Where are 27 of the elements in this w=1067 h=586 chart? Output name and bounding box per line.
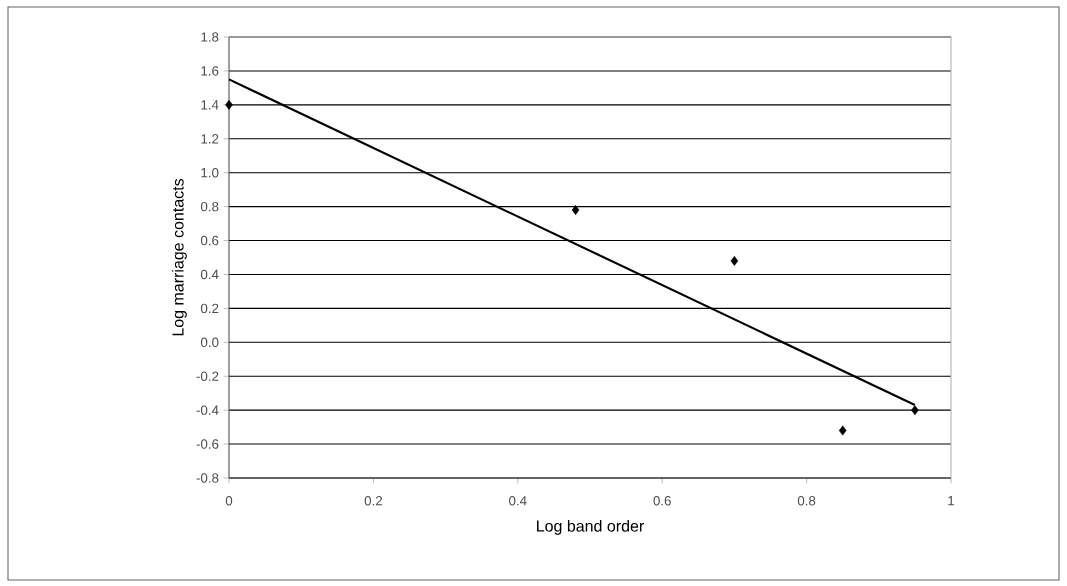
x-tick-label: 1 [948,496,955,506]
y-tick-label: 1.4 [201,100,219,110]
y-tick-label: 1.0 [201,167,219,178]
y-tick-label: 0.4 [200,269,219,280]
y-axis-title: Log marriage contacts [171,178,187,336]
x-axis-title: Log band order [537,519,644,535]
y-tick-label: -0.8 [196,473,219,483]
y-tick-label: 0.2 [200,303,219,314]
point [225,99,233,110]
y-tick-label: 0.0 [200,337,219,348]
point [838,425,847,436]
x-tick-label: 0.8 [797,496,816,506]
y-tick-label: 1.6 [201,66,219,76]
point [730,255,739,266]
x-tick-label: 0.4 [509,496,527,506]
y-tick-label: -0.2 [196,371,219,381]
point [571,205,580,215]
y-tick-label: 0.8 [200,201,219,212]
y-tick-label: -0.4 [196,405,219,415]
y-tick-label: 1.8 [201,32,219,42]
x-tick-label: 0 [225,496,233,506]
point [911,405,919,416]
x-tick-label: 0.6 [653,496,671,506]
y-tick-label: -0.6 [196,439,219,449]
y-tick-label: 1.2 [201,134,219,144]
y-tick-label: 0.6 [200,235,219,246]
x-tick-label: 0.2 [364,496,383,506]
